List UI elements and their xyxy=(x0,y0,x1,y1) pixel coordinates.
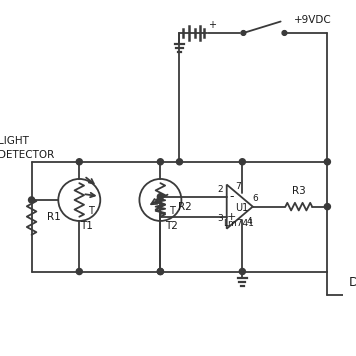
Circle shape xyxy=(239,159,245,165)
Circle shape xyxy=(157,268,163,274)
Text: U1: U1 xyxy=(235,203,248,213)
Circle shape xyxy=(76,268,82,274)
Circle shape xyxy=(76,159,82,165)
Text: +: + xyxy=(208,20,216,30)
Text: -: - xyxy=(229,190,234,203)
Text: +: + xyxy=(227,211,236,221)
Text: 6: 6 xyxy=(253,194,258,203)
Text: T: T xyxy=(169,206,175,216)
Text: R1: R1 xyxy=(47,212,61,222)
Text: 2: 2 xyxy=(217,185,223,194)
Text: R2: R2 xyxy=(178,201,191,211)
Circle shape xyxy=(241,31,246,35)
Circle shape xyxy=(324,159,330,165)
Circle shape xyxy=(28,197,35,203)
Circle shape xyxy=(177,159,183,165)
Text: LIGHT
DETECTOR: LIGHT DETECTOR xyxy=(0,136,54,160)
Text: D: D xyxy=(349,276,356,289)
Text: 7: 7 xyxy=(236,182,241,190)
Circle shape xyxy=(157,268,163,274)
Circle shape xyxy=(239,268,245,274)
Text: R3: R3 xyxy=(292,186,306,196)
Text: T1: T1 xyxy=(80,221,93,231)
Text: +9VDC: +9VDC xyxy=(294,15,332,25)
Circle shape xyxy=(282,31,287,35)
Text: Lm741: Lm741 xyxy=(223,219,254,228)
Text: T2: T2 xyxy=(166,221,178,231)
Text: 4: 4 xyxy=(246,217,252,226)
Circle shape xyxy=(324,204,330,210)
Circle shape xyxy=(157,194,163,200)
Text: T: T xyxy=(88,206,94,216)
Text: 3: 3 xyxy=(217,214,223,223)
Circle shape xyxy=(157,159,163,165)
